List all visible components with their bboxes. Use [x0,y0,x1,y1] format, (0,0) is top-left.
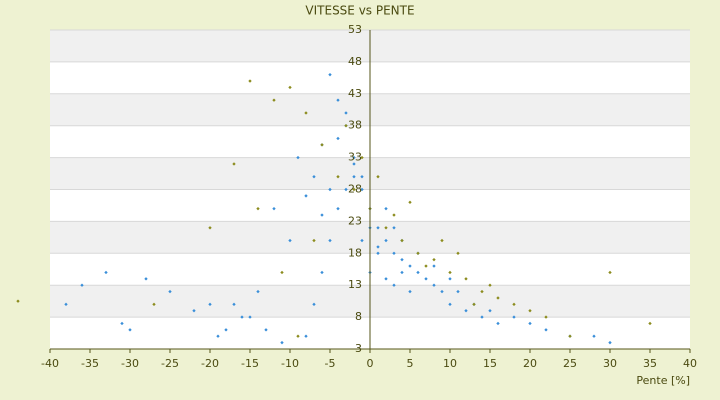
y-tick-label: 28 [348,183,362,196]
point [216,334,220,338]
point [16,299,20,303]
x-tick-label: 40 [683,357,697,370]
point [64,302,68,307]
x-tick-label: -5 [325,357,336,370]
x-tick-label: 5 [407,357,414,370]
point [232,162,236,166]
y-tick-label: 33 [348,151,362,164]
point [288,85,292,90]
x-tick-label: 15 [483,357,497,370]
x-tick-label: -35 [81,357,99,370]
x-tick-label: 35 [643,357,657,370]
point [208,302,212,307]
x-tick-label: -30 [121,357,139,370]
x-tick-label: 25 [563,357,577,370]
point [144,277,148,281]
point [648,321,652,326]
point [528,321,532,326]
point [192,309,196,313]
x-axis-label: Pente [%] [636,374,690,387]
x-tick-label: -10 [281,357,299,370]
x-tick-label: 20 [523,357,537,370]
point [224,328,228,332]
y-tick-label: 13 [348,278,362,291]
point [528,309,532,313]
point [608,270,612,275]
x-tick-label: 30 [603,357,617,370]
x-tick-label: -40 [41,357,59,370]
y-tick-label: 18 [348,246,362,259]
point [512,315,516,319]
x-tick-label: -25 [161,357,179,370]
y-tick-label: 8 [355,310,362,323]
point [248,315,252,319]
point [344,124,348,128]
y-tick-label: 53 [348,23,362,36]
chart-title: VITESSE vs PENTE [305,4,414,18]
point [232,302,236,307]
point [544,315,548,319]
point [248,79,252,83]
points [16,72,652,345]
point [152,302,156,307]
point [208,226,212,230]
x-tick-label: 0 [367,357,374,370]
point [168,289,172,294]
point [128,328,132,332]
x-tick-label: -15 [241,357,259,370]
y-tick-label: 43 [348,87,362,100]
y-tick-label: 38 [348,119,362,132]
point [240,315,244,319]
y-tick-label: 3 [355,342,362,355]
y-tick-label: 48 [348,55,362,68]
x-tick-label: -20 [201,357,219,370]
y-tick-label: 23 [348,214,362,227]
x-tick-label: 10 [443,357,457,370]
point [272,98,276,102]
point [336,98,340,102]
